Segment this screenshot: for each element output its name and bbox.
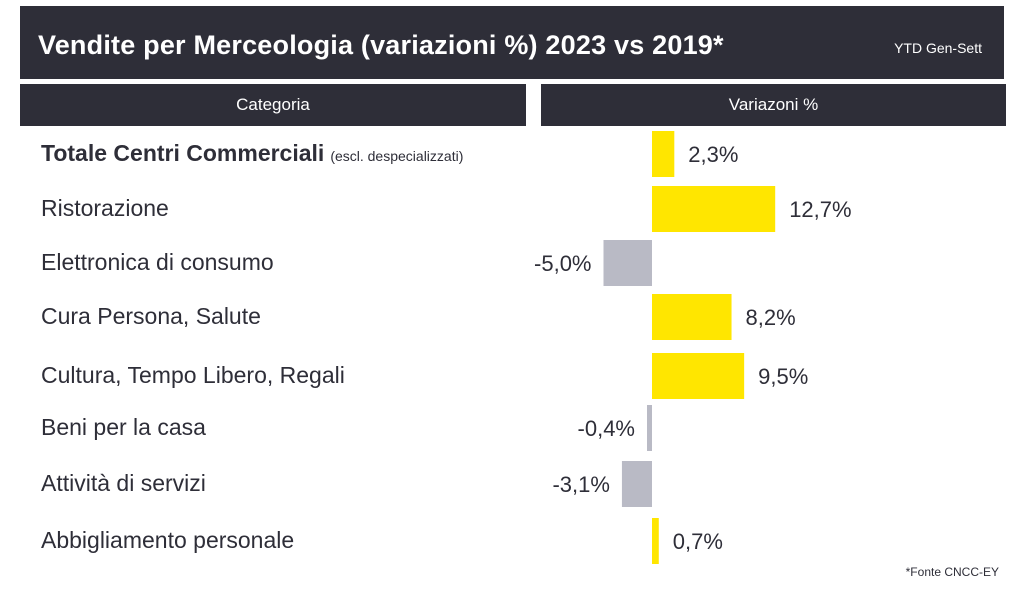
category-label: Elettronica di consumo — [41, 249, 274, 276]
source-footnote: *Fonte CNCC-EY — [905, 565, 999, 579]
title-bar: Vendite per Merceologia (variazioni %) 2… — [20, 6, 1004, 79]
category-label-text: Cura Persona, Salute — [41, 303, 261, 329]
category-label: Cura Persona, Salute — [41, 303, 261, 330]
category-label: Abbigliamento personale — [41, 527, 294, 554]
bar-value-label: -3,1% — [552, 472, 609, 497]
bar — [647, 405, 652, 451]
bar — [652, 131, 675, 177]
chart-title: Vendite per Merceologia (variazioni %) 2… — [38, 30, 724, 60]
category-label-text: Ristorazione — [41, 195, 169, 221]
category-label-text: Attività di servizi — [41, 470, 206, 496]
bar-value-label: -0,4% — [578, 416, 635, 441]
category-label: Attività di servizi — [41, 470, 206, 497]
category-label: Beni per la casa — [41, 414, 206, 441]
column-header-variation: Variazoni % — [541, 84, 1006, 126]
category-label-text: Cultura, Tempo Libero, Regali — [41, 362, 345, 388]
bar — [652, 186, 776, 232]
column-header-variation-label: Variazoni % — [728, 95, 819, 114]
bar — [652, 518, 659, 564]
bar — [652, 294, 732, 340]
column-header-category-label: Categoria — [236, 95, 310, 114]
bar-value-label: 0,7% — [673, 529, 723, 554]
bar — [621, 461, 652, 507]
category-label-text: Elettronica di consumo — [41, 249, 274, 275]
category-label: Totale Centri Commerciali (escl. despecia… — [41, 140, 463, 167]
bar-value-label: 12,7% — [789, 197, 851, 222]
category-note: (escl. despecializzati) — [330, 148, 464, 164]
category-label-text: Totale Centri Commerciali — [41, 140, 325, 166]
bar-value-label: 9,5% — [758, 364, 808, 389]
period-label: YTD Gen-Sett — [894, 40, 982, 56]
bar — [652, 353, 745, 399]
bar — [603, 240, 652, 286]
category-label: Ristorazione — [41, 195, 169, 222]
bar-value-label: -5,0% — [534, 251, 591, 276]
bar-value-label: 2,3% — [688, 142, 738, 167]
category-label: Cultura, Tempo Libero, Regali — [41, 362, 345, 389]
bar-value-label: 8,2% — [746, 305, 796, 330]
category-label-text: Beni per la casa — [41, 414, 206, 440]
category-label-text: Abbigliamento personale — [41, 527, 295, 553]
column-header-category: Categoria — [20, 84, 526, 126]
